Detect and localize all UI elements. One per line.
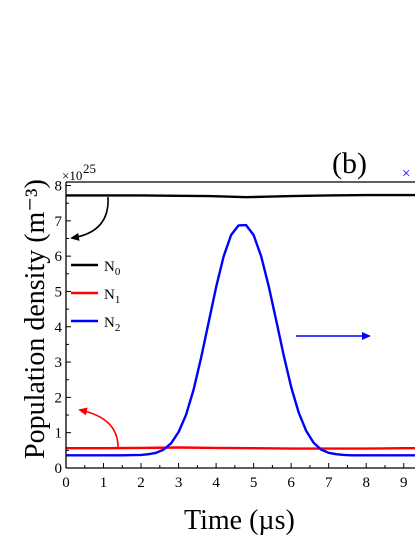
y-tick-label: 6: [55, 249, 63, 265]
legend-label: N2: [104, 315, 120, 334]
y-tick-label: 4: [55, 320, 63, 336]
x-tick-label: 4: [212, 475, 220, 491]
axes: 0 1 2 3 4 5 6 7 8 9 0 1 2 3 4 5 6 7 8: [55, 179, 415, 491]
series-layer: [66, 193, 415, 457]
x-tick-label: 8: [362, 475, 370, 491]
x-tick-label: 5: [250, 475, 258, 491]
y-tick-label: 7: [55, 214, 63, 230]
y-multiplier: ×10 25: [62, 161, 96, 183]
legend-entry: N0: [71, 259, 121, 278]
panel-label: (b): [332, 147, 367, 180]
x-tick-label: 6: [287, 475, 295, 491]
x-tick-label: 0: [62, 475, 70, 491]
x-tick-label: 2: [137, 475, 145, 491]
legend-entry: N2: [71, 315, 120, 334]
y-tick-label: 3: [55, 355, 63, 371]
legend-label: N0: [104, 259, 121, 278]
y-multiplier-base: ×10: [62, 168, 82, 183]
x-tick-label: 1: [100, 475, 108, 491]
x-axis-title: Time (µs): [184, 505, 295, 536]
y-tick-label: 8: [55, 179, 63, 195]
annotation-arrow-n0: [70, 196, 109, 241]
series-line-n1: [66, 446, 415, 450]
annotation-arrow-n1: [78, 407, 119, 448]
series-line-n2: [66, 223, 415, 457]
x-tick-label: 7: [325, 475, 333, 491]
x-tick-label: 9: [400, 475, 408, 491]
annotations: N0 N1 N2: [70, 196, 371, 448]
y-tick-label: 5: [55, 284, 63, 300]
right-axis-multiplier: ×: [402, 166, 410, 182]
x-tick-label: 3: [175, 475, 183, 491]
series-line-n0: [66, 193, 415, 199]
legend-entry: N1: [71, 287, 120, 306]
y-tick-label: 2: [55, 390, 63, 406]
y-multiplier-exponent: 25: [83, 161, 96, 176]
y-tick-label: 1: [55, 426, 63, 442]
y-tick-label: 0: [55, 461, 63, 477]
legend-label: N1: [104, 287, 120, 306]
y-axis-title: Population density (m⁻³): [20, 179, 51, 459]
